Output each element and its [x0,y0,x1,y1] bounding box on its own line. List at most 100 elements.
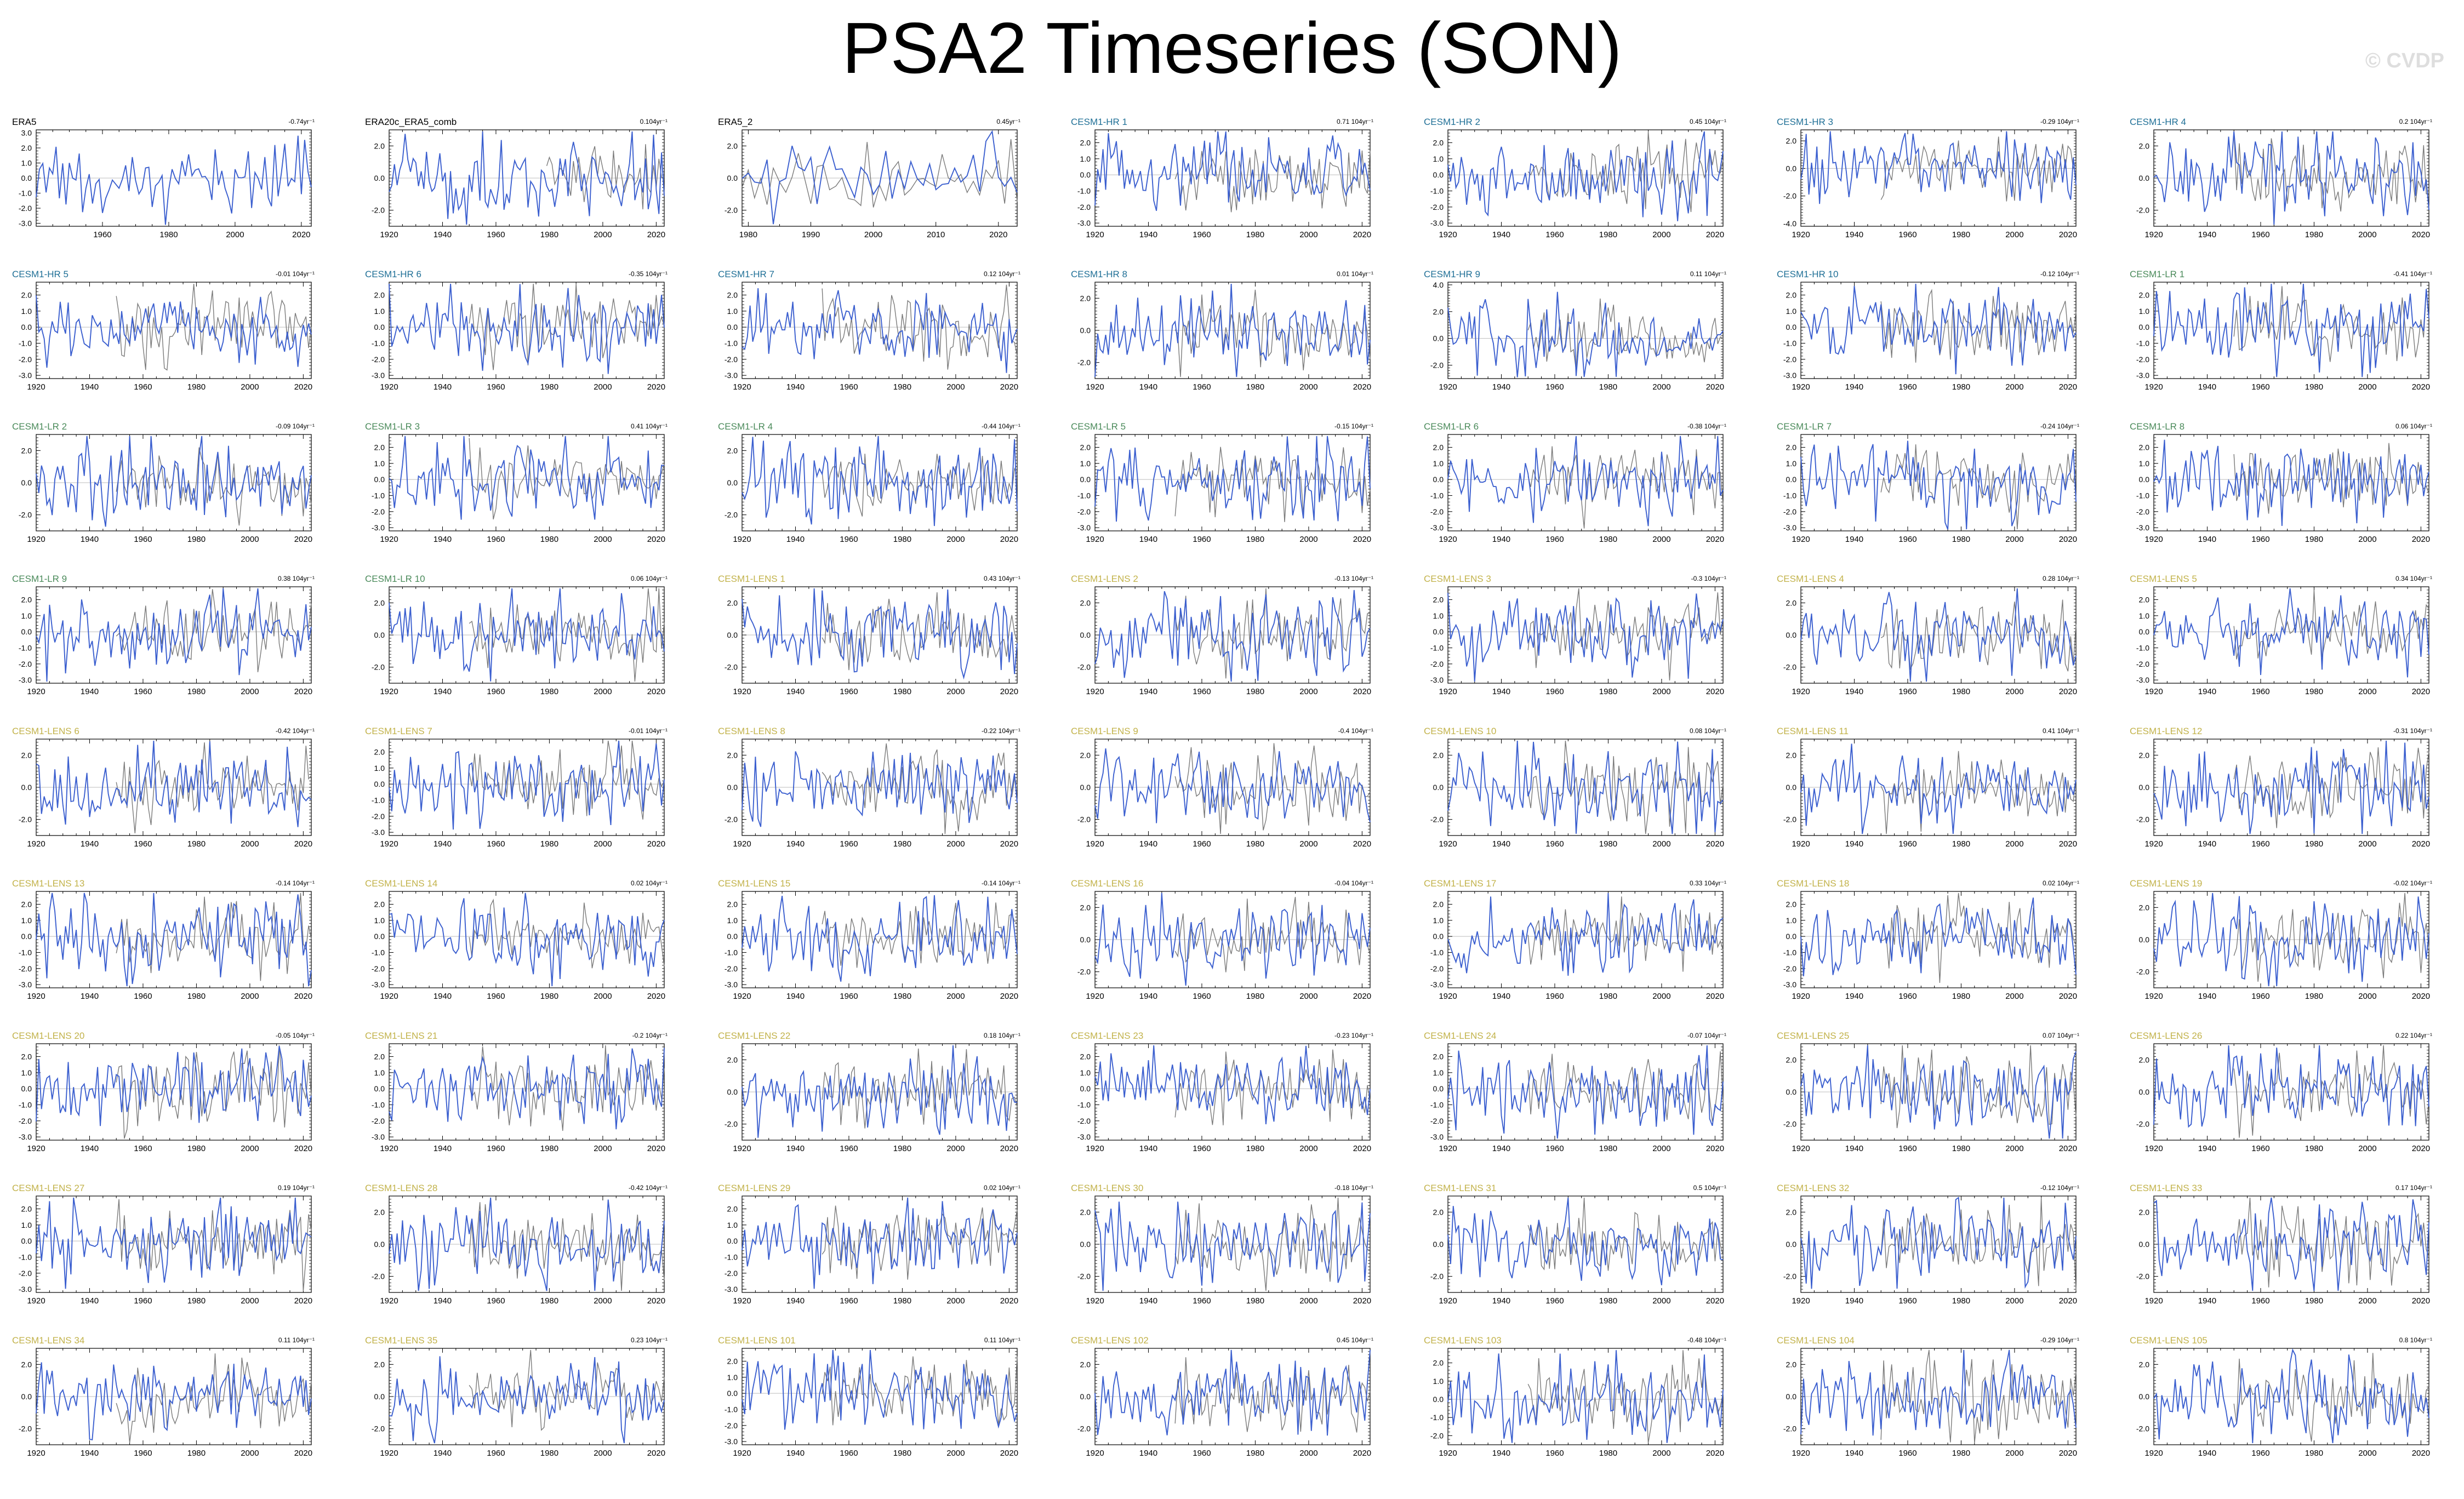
obs-series-line [2233,1197,2429,1288]
x-tick-label: 2010 [927,230,945,239]
x-tick-label: 2020 [1353,230,1371,239]
x-tick-label: 1980 [187,1449,206,1458]
y-tick-label: -3.0 [19,676,32,684]
y-tick-label: -3.0 [1430,980,1444,989]
y-tick-label: 2.0 [374,1360,385,1369]
x-tick-label: 1980 [1599,839,1617,849]
x-tick-label: 1960 [1545,382,1564,392]
x-tick-label: 1960 [1898,992,1917,1001]
x-tick-label: 1940 [2198,535,2216,544]
x-tick-label: 1980 [159,230,178,239]
x-tick-label: 2020 [1000,839,1018,849]
panel-trend: -0.13 104yr⁻¹ [1334,575,1373,582]
y-tick-label: 1.0 [727,1221,738,1229]
x-tick-label: 1920 [1086,230,1104,239]
y-tick-label: -2.0 [372,1424,385,1433]
y-tick-label: -3.0 [2136,523,2149,532]
x-tick-label: 2000 [946,687,965,696]
x-tick-label: 1960 [487,1449,505,1458]
x-tick-label: 1920 [1086,1144,1104,1153]
x-tick-label: 1960 [1545,535,1564,544]
x-tick-label: 1980 [1952,687,1970,696]
y-tick-label: -2.0 [1783,507,1796,516]
panel-cesm1-lens-32: CESM1-LENS 32 -0.12 104yr⁻¹ 1920 1940 1960 19… [1775,1183,2081,1315]
panel-title: CESM1-LR 7 [1777,421,1832,432]
y-tick-label: 1.0 [1433,459,1444,468]
y-tick-label: 1.0 [374,307,385,316]
panel-plot: 1920 1940 1960 1980 2000 2020 2.0 1.0 0.0 -1.0 -2.… [372,434,665,544]
y-tick-label: 2.0 [21,751,32,759]
x-tick-label: 1920 [27,1449,45,1458]
x-tick-label: 1920 [1792,687,1810,696]
y-tick-label: -3.0 [725,1285,738,1294]
x-tick-label: 1980 [540,382,558,392]
y-tick-label: 2.0 [374,900,385,908]
y-tick-label: 0.0 [727,174,738,182]
x-tick-label: 2000 [2358,1449,2376,1458]
obs-series-line [469,1349,665,1431]
y-tick-label: -1.0 [19,948,32,957]
obs-series-line [2233,892,2429,982]
y-tick-label: -2.0 [2136,815,2149,824]
y-tick-label: -3.0 [19,371,32,380]
y-tick-label: 2.0 [727,1055,738,1064]
panel-trend: 0.08 104yr⁻¹ [1689,727,1726,735]
panel-title: CESM1-LENS 29 [718,1183,791,1193]
y-tick-label: 2.0 [727,141,738,150]
model-series-line [1447,1350,1724,1443]
x-tick-label: 1920 [733,992,751,1001]
obs-series-line [1174,1357,1371,1433]
x-tick-label: 1980 [893,1144,911,1153]
panel-cesm1-lr-5: CESM1-LR 5 -0.15 104yr⁻¹ 1920 1940 1960 1980 2… [1069,421,1376,554]
panel-title: CESM1-LENS 14 [365,878,438,889]
y-tick-label: -2.0 [1077,1117,1091,1125]
y-tick-label: 0.0 [1786,932,1797,941]
panel-trend: 0.33 104yr⁻¹ [1689,879,1726,887]
model-series-line [1447,1197,1724,1285]
y-tick-label: -3.0 [19,980,32,989]
x-tick-label: 1960 [1193,535,1211,544]
panel-trend: -0.24 104yr⁻¹ [2040,422,2079,430]
panel-trend: -0.41 104yr⁻¹ [2393,270,2432,278]
y-tick-label: 2.0 [1786,1055,1797,1064]
x-tick-label: 2000 [226,230,244,239]
y-tick-label: 1.0 [374,1068,385,1077]
y-tick-label: -2.0 [372,1272,385,1281]
x-tick-label: 1920 [2144,382,2163,392]
panel-trend: 0.43 104yr⁻¹ [983,575,1020,582]
x-tick-label: 2000 [2358,1144,2376,1153]
y-tick-label: 0.0 [1080,935,1091,944]
panel-cesm1-lens-34: CESM1-LENS 34 0.11 104yr⁻¹ 1920 1940 1960 198… [10,1335,317,1468]
panel-title: CESM1-LENS 35 [365,1335,438,1346]
panel-cesm1-lens-6: CESM1-LENS 6 -0.42 104yr⁻¹ 1920 1940 1960 198… [10,726,317,859]
panel-cesm1-lens-5: CESM1-LENS 5 0.34 104yr⁻¹ 1920 1940 1960 1980… [2128,574,2434,706]
x-tick-label: 1960 [1545,839,1564,849]
x-tick-label: 2000 [1652,1144,1670,1153]
x-tick-label: 1920 [1086,1296,1104,1306]
obs-series-line [1527,446,1724,529]
y-tick-label: -2.0 [1430,1431,1444,1440]
panel-trend: -0.15 104yr⁻¹ [1334,422,1373,430]
x-tick-label: 1940 [1845,1449,1863,1458]
x-tick-label: 2020 [1353,992,1371,1001]
x-tick-label: 1980 [1246,992,1264,1001]
panel-cesm1-lens-3: CESM1-LENS 3 -0.3 104yr⁻¹ 1920 1940 1960 1980… [1422,574,1729,706]
x-tick-label: 2000 [946,1296,965,1306]
panel-plot: 1920 1940 1960 1980 2000 2020 2.0 1.0 0.0 -1.0 -2.… [725,1195,1018,1306]
y-tick-label: 0.0 [374,1392,385,1401]
panel-title: CESM1-LENS 1 [718,574,785,584]
x-tick-label: 1960 [487,1296,505,1306]
x-tick-label: 1920 [380,687,398,696]
x-tick-label: 1940 [2198,839,2216,849]
model-series-line [2153,283,2429,377]
panel-title: CESM1-LR 5 [1071,421,1126,432]
y-tick-label: -1.0 [19,643,32,652]
x-tick-label: 1940 [1845,535,1863,544]
y-tick-label: -1.0 [1783,339,1796,347]
x-tick-label: 1960 [1545,687,1564,696]
x-tick-label: 2020 [1353,382,1371,392]
panel-trend: -0.01 104yr⁻¹ [628,727,668,735]
x-tick-label: 1960 [840,1144,858,1153]
obs-series-line [1527,1197,1724,1272]
y-tick-label: -1.0 [372,339,385,347]
